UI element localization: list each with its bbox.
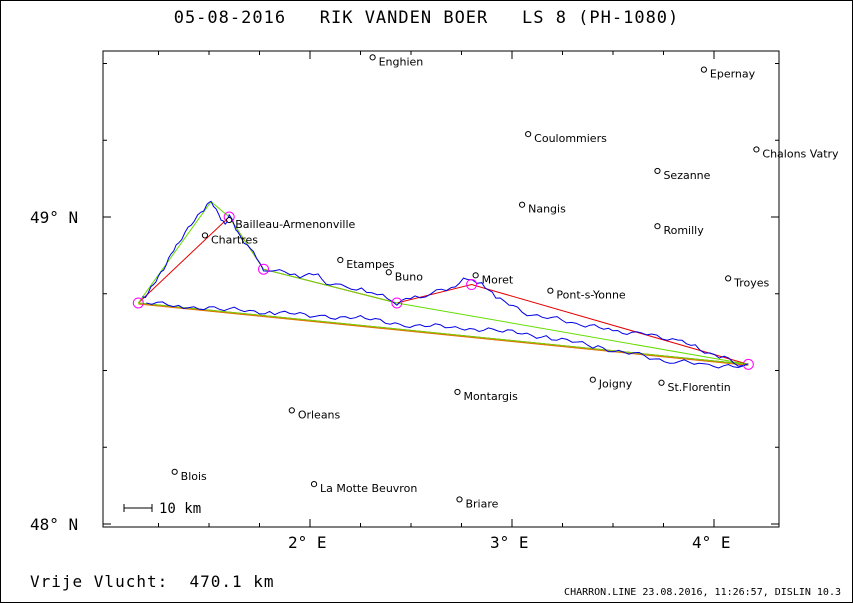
town-marker	[201, 232, 209, 239]
town-label: Blois	[181, 470, 207, 483]
town-marker	[369, 54, 376, 61]
town-marker	[337, 256, 344, 264]
town-label: Troyes	[733, 276, 769, 289]
turnpoint-circle	[132, 297, 144, 309]
town-markers: Enghien Epernay Coulommiers Chalons Vatry Se…	[171, 54, 839, 510]
task-leg-orange	[138, 303, 749, 366]
town-marker	[725, 275, 732, 282]
town-label: Chalons Vatry	[762, 147, 839, 160]
town-marker	[589, 376, 596, 383]
town-marker	[519, 201, 526, 208]
turnpoint-circle	[742, 358, 754, 370]
town-label: Etampes	[346, 258, 394, 271]
town-marker	[171, 468, 178, 475]
town-marker	[654, 223, 661, 230]
flight-distance: Vrije Vlucht: 470.1 km	[30, 572, 275, 591]
town-marker	[654, 167, 661, 175]
town-label: Joigny	[598, 378, 633, 391]
town-label: Briare	[465, 497, 498, 510]
town-marker	[310, 480, 318, 488]
town-label: Moret	[482, 273, 514, 286]
town-marker	[226, 216, 233, 224]
town-marker	[288, 407, 295, 414]
town-label: Enghien	[379, 55, 424, 68]
latitude-labels: 48° N 49° N	[30, 208, 78, 534]
lat-label: 48° N	[30, 515, 78, 534]
town-label: Bailleau-Armenonville	[235, 218, 355, 231]
turnpoint-circle	[466, 279, 478, 291]
map-frame	[102, 50, 780, 528]
town-label: Nangis	[528, 203, 566, 216]
lon-label: 3° E	[490, 533, 529, 552]
page-title: 05-08-2016 RIK VANDEN BOER LS 8 (PH-1080…	[173, 8, 680, 28]
scale-bar-label: 10 km	[159, 501, 201, 517]
town-label: Orleans	[298, 408, 341, 421]
town-label: Montargis	[463, 390, 518, 403]
turnpoint-circles	[132, 211, 754, 370]
town-marker	[385, 269, 392, 276]
town-label: Pont-s-Yonne	[556, 289, 626, 302]
town-label: Sezanne	[663, 169, 710, 182]
town-label: La Motte Beuvron	[320, 482, 417, 495]
town-marker	[753, 146, 760, 153]
town-marker	[454, 388, 461, 396]
town-label: Epernay	[710, 68, 756, 81]
turnpoint-circle	[258, 263, 270, 275]
longitude-labels: 2° E 3° E 4° E	[288, 533, 731, 552]
lat-label: 49° N	[30, 208, 78, 227]
lon-label: 2° E	[288, 533, 327, 552]
town-label: Buno	[395, 270, 423, 283]
town-marker	[547, 287, 554, 294]
town-label: Romilly	[663, 224, 704, 237]
town-marker	[658, 379, 665, 386]
turnpoint-circle	[391, 297, 403, 309]
town-marker	[525, 131, 532, 138]
town-label: St.Florentin	[667, 381, 730, 394]
town-marker	[456, 496, 463, 503]
scale-bar: 10 km	[123, 501, 201, 517]
footer-credit: CHARRON.LINE 23.08.2016, 11:26:57, DISLI…	[564, 587, 841, 598]
lon-label: 4° E	[692, 533, 731, 552]
town-label: Chartres	[211, 233, 258, 246]
town-marker	[700, 66, 708, 73]
town-label: Coulommiers	[534, 132, 607, 145]
graticule-ticks	[103, 51, 779, 527]
town-marker	[472, 272, 479, 279]
